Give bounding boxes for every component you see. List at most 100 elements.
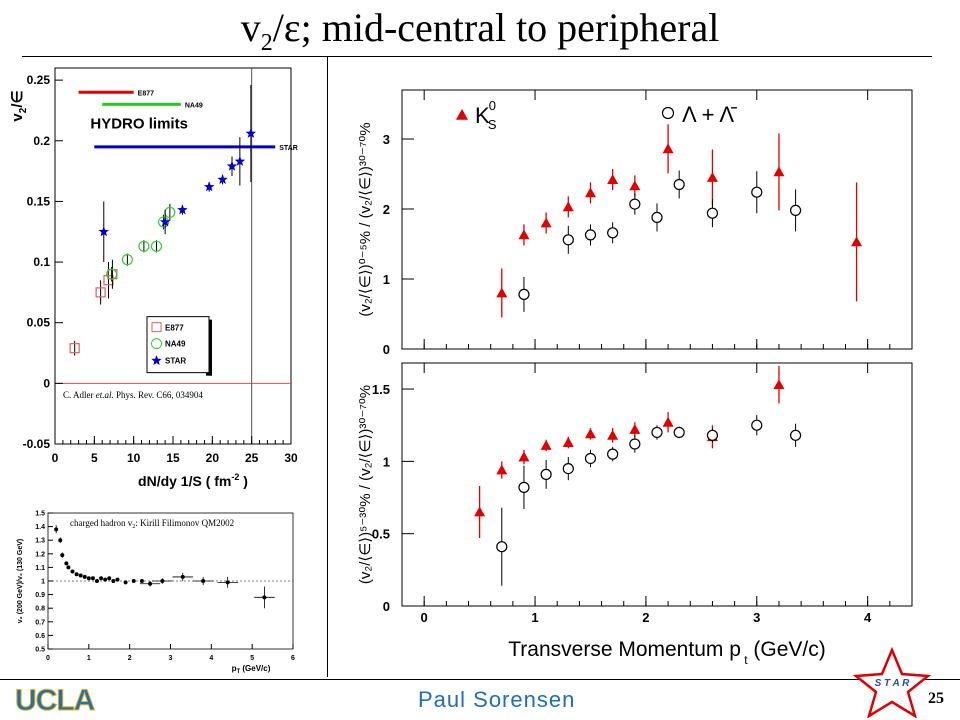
- y-tick-label: 0: [383, 599, 390, 614]
- y-tick-label: -0.05: [23, 437, 51, 451]
- kshort-point: [518, 229, 530, 240]
- ratio-point: [74, 572, 79, 577]
- y-tick-label: 1: [383, 272, 390, 287]
- y-tick-label: 0.6: [35, 633, 45, 640]
- y-axis-label: v₂ (200 GeV)/v₂ (130 GeV): [17, 539, 24, 623]
- ratio-point: [66, 565, 71, 570]
- lambda-point: [751, 186, 763, 198]
- lambda-point: [562, 462, 574, 475]
- x-axis-label: pT (GeV/c): [232, 664, 271, 675]
- star-point: [234, 155, 246, 166]
- x-tick-label: 10: [127, 451, 141, 465]
- kshort-point: [584, 428, 596, 439]
- star-point: [98, 226, 109, 237]
- y-tick-label: 1.2: [35, 551, 45, 558]
- star-point: [226, 160, 238, 171]
- kshort-point: [562, 437, 574, 447]
- lambda-point: [584, 452, 597, 465]
- x-tick-label: 6: [291, 655, 295, 662]
- x-tick-label: 2: [642, 610, 649, 625]
- kshort-point: [607, 174, 619, 184]
- chart-v2-ratio-energy: 0 1 2 3 4 5 6 0.5 0.6 0.7 0.8 0.9 1 1.1 1.2 1.3 1.4 1.5 v₂…: [17, 511, 295, 676]
- lambda-point: [607, 448, 619, 460]
- ratio-point: [225, 580, 230, 585]
- legend-na49-marker: [151, 338, 162, 350]
- legend-label: NA49: [165, 340, 186, 349]
- ratio-point: [78, 573, 83, 578]
- kshort-point: [540, 439, 552, 450]
- x-tick-label: 15: [166, 451, 180, 465]
- lambda-point: [562, 234, 574, 246]
- lambda-point: [706, 429, 719, 441]
- y-tick-label: 0.8: [35, 606, 45, 613]
- kshort-point: [474, 506, 486, 517]
- na49-point: [106, 268, 118, 280]
- kshort-point: [629, 424, 641, 434]
- y-tick-label: 1.5: [372, 382, 390, 397]
- legend-star-marker: [151, 355, 162, 366]
- y-tick-label: 1.5: [35, 511, 45, 518]
- y-tick-label: 0.5: [372, 527, 390, 542]
- x-tick-label: 0: [52, 451, 59, 465]
- hydro-limit-label: NA49: [185, 102, 203, 109]
- lambda-point: [540, 468, 552, 480]
- x-tick-label: 4: [864, 610, 872, 625]
- legend-lambda-marker: [661, 106, 675, 120]
- x-axis-label: Transverse Momentum p t (GeV/c): [508, 638, 826, 667]
- star-logo-text: S T A R: [875, 678, 911, 689]
- star-logo: S T A R: [852, 646, 932, 718]
- hydro-limit-label: E877: [138, 90, 154, 97]
- lambda-point: [518, 288, 530, 300]
- x-tick-label: 1: [531, 610, 538, 625]
- x-tick-label: 3: [753, 610, 760, 625]
- legend-label: STAR: [165, 357, 186, 366]
- lambda-point: [518, 481, 530, 493]
- title-divider: [22, 56, 932, 57]
- star-point: [204, 181, 215, 192]
- ratio-point: [160, 579, 165, 583]
- y-tick-label: 0.9: [35, 592, 45, 599]
- lambda-point: [629, 198, 641, 210]
- ratio-point: [70, 569, 75, 574]
- y-tick-label: 0.2: [33, 134, 50, 148]
- top-panel-frame: [401, 89, 913, 350]
- lambda-point: [496, 541, 508, 553]
- ratio-point: [262, 595, 267, 600]
- x-tick-label: 25: [245, 451, 259, 465]
- kshort-point: [496, 464, 508, 475]
- legend-label: E877: [165, 324, 184, 333]
- chart-v2-centrality-ratio: 0 1 2 3 0 0.5 1 1.5 0 1 2 3 4 (v₂/⟨∈⟩)⁰⁻⁵% / (v₂/⟨∈⟩)…: [357, 89, 913, 667]
- kshort-point: [773, 379, 785, 390]
- ratio-point: [148, 581, 153, 586]
- e877-point: [69, 343, 80, 354]
- ratio-point: [111, 579, 116, 583]
- kshort-point: [562, 201, 574, 212]
- legend-label: Λ + Λ̄: [682, 102, 737, 127]
- star-point: [217, 174, 228, 184]
- lambda-point: [673, 426, 685, 439]
- legend-label: K0 S: [475, 98, 497, 132]
- slide-title: v2/ε; mid-central to peripheral: [240, 5, 720, 56]
- ratio-point: [64, 561, 69, 566]
- ratio-point: [180, 574, 185, 579]
- y-axis-label: v2/∈: [9, 90, 29, 121]
- na49-point: [138, 240, 150, 252]
- lambda-point: [706, 207, 719, 219]
- kshort-point: [607, 429, 619, 440]
- x-tick-label: 3: [169, 655, 173, 662]
- x-tick-label: 4: [209, 655, 213, 662]
- lambda-point: [607, 227, 619, 239]
- ratio-point: [95, 579, 99, 583]
- hydro-title: HYDRO limits: [90, 116, 188, 133]
- ratio-point: [90, 576, 95, 581]
- y-tick-label: 1.3: [35, 538, 45, 545]
- presenter-name: Paul Sorensen: [418, 687, 576, 712]
- legend-e877-marker: [151, 322, 162, 333]
- lambda-point: [629, 438, 641, 450]
- x-axis-label: dN/dy 1/S ( fm-2 ): [138, 472, 248, 489]
- ucla-logo: UCLA: [14, 684, 95, 718]
- y-tick-label: 0.25: [27, 73, 51, 87]
- hydro-limit-label: STAR: [279, 145, 298, 152]
- ratio-point: [86, 576, 91, 581]
- na49-point: [121, 254, 133, 266]
